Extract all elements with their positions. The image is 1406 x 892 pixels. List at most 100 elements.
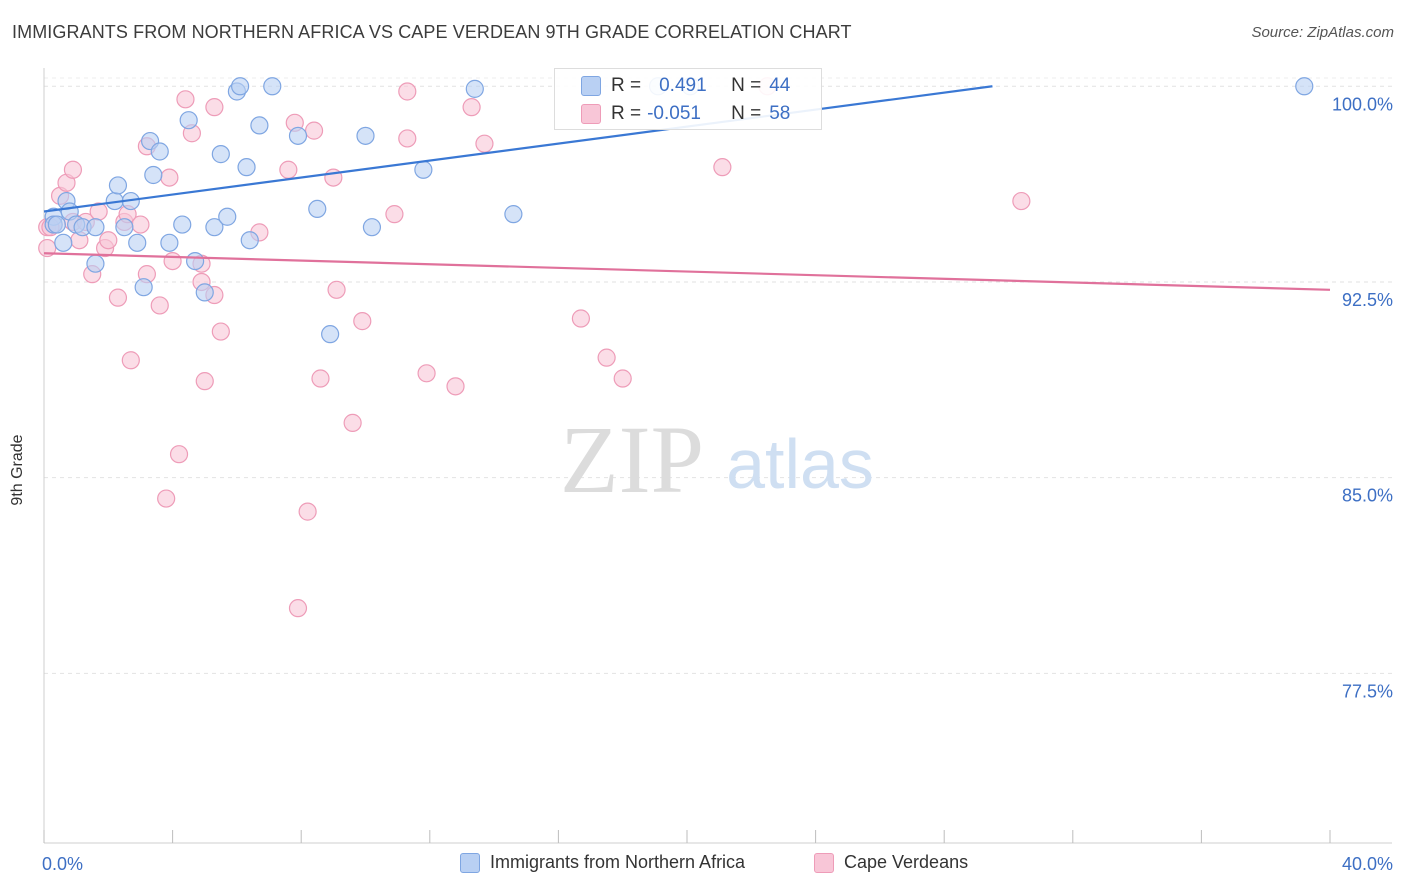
legend-swatch-pink	[581, 104, 601, 124]
data-point	[173, 215, 192, 234]
data-point	[121, 351, 140, 370]
trend-line-cape-verdeans	[43, 252, 1331, 291]
watermark-atlas: atlas	[726, 425, 874, 503]
data-point	[160, 168, 179, 187]
data-point	[237, 158, 256, 177]
data-point	[263, 77, 282, 96]
data-point	[99, 231, 118, 250]
data-point	[613, 369, 632, 388]
data-point	[597, 348, 616, 367]
tick-labels: 77.5% 85.0% 92.5% 100.0% 0.0% 40.0%	[42, 94, 1393, 874]
data-point	[115, 218, 134, 237]
data-point	[108, 288, 128, 307]
legend-item-cape-verdeans[interactable]: Cape Verdeans	[814, 852, 968, 873]
data-point	[462, 98, 481, 117]
data-point	[63, 160, 83, 179]
data-point	[250, 116, 269, 135]
data-point	[504, 205, 523, 224]
chart-title: IMMIGRANTS FROM NORTHERN AFRICA VS CAPE …	[12, 22, 852, 42]
data-point	[417, 364, 436, 383]
data-point	[54, 233, 73, 252]
trend-lines	[43, 85, 1331, 291]
data-point	[163, 251, 182, 271]
data-point	[1012, 191, 1031, 211]
data-point	[131, 215, 150, 234]
legend-swatch-pink	[814, 852, 834, 873]
y-tick-label: 100.0%	[1332, 94, 1393, 114]
data-point	[446, 377, 465, 396]
data-point	[414, 160, 433, 179]
data-point	[304, 121, 324, 140]
data-point	[195, 372, 214, 391]
data-point	[288, 599, 308, 618]
data-point	[195, 283, 214, 302]
data-point	[157, 489, 176, 508]
data-point	[321, 325, 340, 344]
data-point	[327, 280, 346, 299]
data-point	[205, 218, 224, 237]
data-point	[160, 233, 179, 252]
data-point	[240, 231, 259, 250]
data-point	[176, 90, 195, 109]
n-value: 58	[769, 103, 791, 124]
r-value: 0.491	[659, 75, 707, 96]
data-point	[205, 98, 224, 117]
n-key: N =	[731, 75, 762, 96]
data-point	[298, 502, 317, 521]
data-point	[343, 413, 362, 432]
data-point	[465, 79, 484, 98]
r-key: R =	[611, 75, 642, 96]
data-point	[144, 165, 163, 185]
legend-label: Cape Verdeans	[844, 852, 969, 872]
legend-row-cape-verdeans: R = -0.051 N = 58	[581, 101, 790, 127]
r-key: R =	[611, 103, 642, 124]
watermark-zip: ZIP	[560, 406, 704, 513]
cape-verdeans-points	[38, 77, 1031, 618]
watermark: ZIP atlas	[560, 406, 874, 513]
x-tick-label-max: 40.0%	[1342, 854, 1393, 874]
data-point	[475, 134, 494, 153]
y-tick-label: 77.5%	[1342, 681, 1393, 701]
data-point	[311, 369, 330, 388]
data-point	[353, 312, 372, 331]
data-point	[288, 126, 308, 145]
axes	[43, 68, 1392, 844]
data-point	[38, 238, 57, 258]
data-point	[179, 111, 198, 130]
data-point	[571, 309, 591, 328]
data-point	[186, 251, 205, 271]
source-label: Source: ZipAtlas.com	[1251, 24, 1394, 41]
y-tick-label: 92.5%	[1342, 290, 1393, 310]
y-tick-label: 85.0%	[1342, 486, 1393, 506]
data-point	[279, 160, 298, 179]
data-point	[713, 158, 732, 177]
data-point	[308, 199, 327, 219]
x-tick-label-min: 0.0%	[42, 854, 83, 874]
data-point	[211, 322, 230, 341]
data-point	[86, 254, 105, 273]
series-legend: Immigrants from Northern Africa Cape Ver…	[0, 852, 1406, 878]
legend-swatch-blue	[460, 852, 480, 873]
n-key: N =	[731, 103, 762, 124]
data-point	[128, 233, 147, 252]
data-point	[86, 218, 105, 237]
data-point	[211, 145, 230, 164]
r-value: -0.051	[647, 103, 701, 124]
data-point	[134, 278, 153, 297]
legend-item-northern-africa[interactable]: Immigrants from Northern Africa	[460, 852, 745, 873]
data-point	[169, 445, 189, 464]
data-point	[1295, 77, 1314, 96]
data-point	[398, 129, 417, 148]
legend-swatch-blue	[581, 76, 601, 96]
data-point	[385, 205, 404, 224]
trend-line-northern-africa	[43, 85, 993, 213]
data-point	[47, 215, 66, 234]
data-point	[108, 176, 128, 195]
data-point	[362, 218, 382, 237]
correlation-legend: R = 0.491 N = 44 R = -0.051 N = 58	[554, 68, 822, 130]
data-point	[150, 296, 169, 315]
data-point	[150, 142, 169, 161]
data-point	[398, 82, 417, 101]
data-point	[231, 77, 250, 96]
